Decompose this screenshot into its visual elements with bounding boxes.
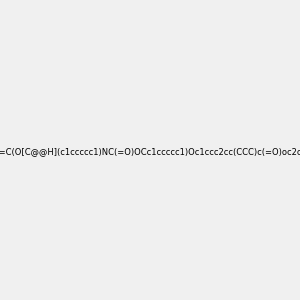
Text: O=C(O[C@@H](c1ccccc1)NC(=O)OCc1ccccc1)Oc1ccc2cc(CCC)c(=O)oc2c1Cl: O=C(O[C@@H](c1ccccc1)NC(=O)OCc1ccccc1)Oc… <box>0 147 300 156</box>
